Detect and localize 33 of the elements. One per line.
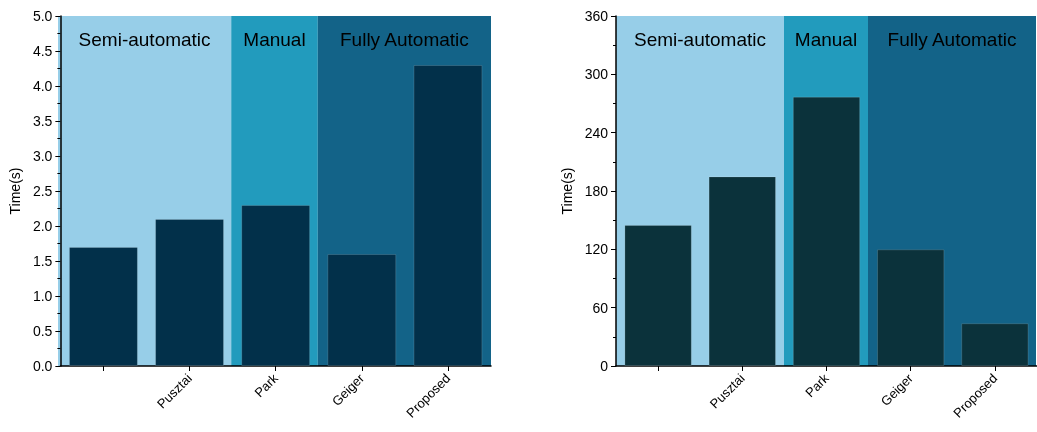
bar <box>708 176 776 366</box>
y-tick-label: 1.5 <box>32 253 53 269</box>
y-tick-label: 2.5 <box>32 183 53 199</box>
y-axis-title: Time(s) <box>558 167 575 215</box>
y-tick-label: 240 <box>584 124 609 141</box>
y-tick-label: 3.5 <box>32 113 53 129</box>
bar <box>155 219 224 366</box>
band-label: Fully Automatic <box>887 29 1017 50</box>
y-tick-label: 4.5 <box>32 43 53 59</box>
bar <box>624 225 692 366</box>
bar <box>961 323 1029 366</box>
band-label: Fully Automatic <box>339 29 469 50</box>
y-tick-label: 3.0 <box>32 148 53 164</box>
y-tick-label: 360 <box>584 8 609 24</box>
y-tick-label: 120 <box>584 241 609 258</box>
y-tick-label: 1.0 <box>32 288 53 304</box>
y-tick-label: 60 <box>592 299 609 316</box>
y-tick-label: 0.5 <box>32 323 53 339</box>
bar <box>877 249 945 366</box>
y-tick-label: 5.0 <box>32 8 53 24</box>
y-tick-label: 300 <box>584 66 609 83</box>
y-tick-label: 2.0 <box>32 218 53 234</box>
bar <box>327 254 397 366</box>
y-tick-label: 180 <box>584 183 609 199</box>
y-tick-label: 0.0 <box>32 358 53 374</box>
band-label: Manual <box>243 29 306 50</box>
annotation: Semi-automatic <box>634 29 766 50</box>
y-tick-label: 0 <box>600 358 609 374</box>
annotation: Semi-automatic <box>78 29 211 50</box>
bar <box>68 247 138 366</box>
band-label: Manual <box>794 29 858 50</box>
y-tick-label: 4.0 <box>32 78 53 94</box>
y-axis-title: Time(s) <box>7 167 23 215</box>
